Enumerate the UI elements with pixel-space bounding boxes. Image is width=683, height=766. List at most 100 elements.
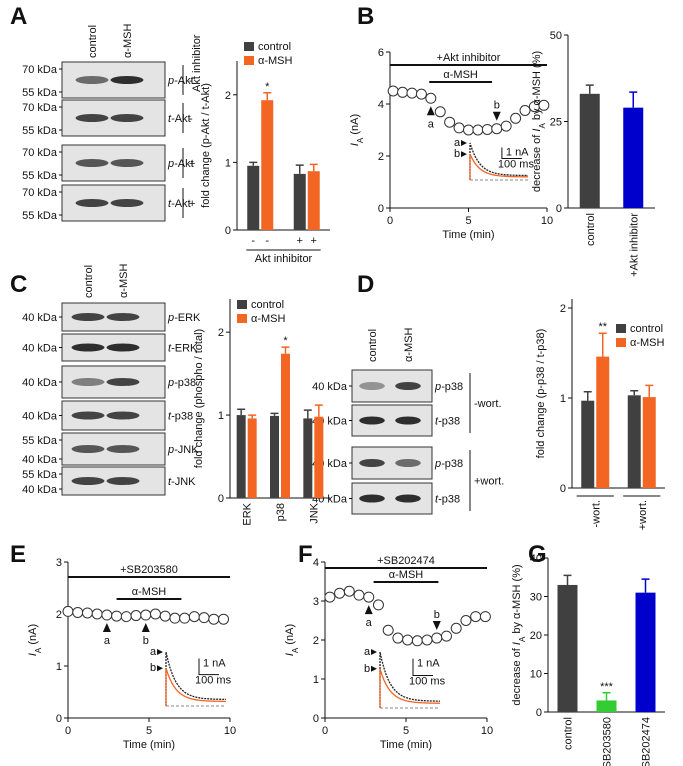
data-point bbox=[472, 124, 484, 136]
kda-label: 55 kDa bbox=[22, 87, 58, 99]
inset-label: a bbox=[364, 646, 371, 658]
x-tick-label: + bbox=[297, 235, 303, 247]
bar bbox=[642, 397, 656, 488]
band-modification: t- bbox=[435, 416, 442, 428]
data-point bbox=[421, 634, 433, 646]
error-bar bbox=[309, 163, 318, 172]
y-tick-label: 0 bbox=[225, 225, 231, 237]
inset-label: b bbox=[150, 662, 156, 674]
band-modification: p- bbox=[167, 444, 178, 456]
y-label-part: I bbox=[284, 653, 296, 656]
band-modification: t- bbox=[435, 494, 442, 506]
x-tick-label: - bbox=[265, 235, 269, 247]
y-label-part: by α-MSH (%) bbox=[531, 51, 543, 123]
error-bar bbox=[295, 164, 304, 174]
band-protein: p38 bbox=[442, 416, 460, 428]
x-tick-label: + bbox=[311, 235, 317, 247]
band-label: p-Akt bbox=[167, 75, 194, 87]
band-label: p-ERK bbox=[167, 312, 201, 324]
y-tick-label: 1 bbox=[225, 157, 231, 169]
x-tick-label: +Akt inhibitor bbox=[628, 213, 640, 277]
y-tick-label: 6 bbox=[378, 47, 384, 59]
blot-band bbox=[110, 159, 144, 167]
y-label-part: decrease of bbox=[531, 132, 543, 193]
x-axis-label: Time (min) bbox=[380, 739, 432, 751]
panel-letter: G bbox=[528, 541, 547, 568]
y-label-part: A bbox=[34, 647, 43, 653]
inset-trace bbox=[379, 651, 441, 708]
data-point bbox=[91, 608, 103, 620]
data-point bbox=[120, 611, 132, 623]
error-bar bbox=[602, 692, 611, 701]
marker-arrow bbox=[432, 621, 441, 631]
y-tick-label: 2 bbox=[378, 151, 384, 163]
legend-swatch bbox=[237, 300, 247, 309]
marker-label: b bbox=[434, 609, 440, 621]
y-label-part: A bbox=[518, 636, 527, 642]
treatment-label: +Akt inhibitor bbox=[437, 52, 501, 64]
legend-label: control bbox=[258, 41, 291, 53]
treatment-label: α-MSH bbox=[132, 586, 167, 598]
marker-label: b bbox=[494, 100, 500, 112]
kda-label: 70 kDa bbox=[22, 147, 58, 159]
y-tick-label: 3 bbox=[313, 596, 319, 608]
error-bar bbox=[314, 404, 323, 417]
x-tick-label: 0 bbox=[65, 725, 71, 737]
scale-label: 1 nA bbox=[506, 146, 529, 158]
bar bbox=[596, 356, 610, 488]
error-bar bbox=[248, 414, 257, 419]
y-tick-label: 25 bbox=[550, 117, 562, 129]
data-point bbox=[334, 587, 346, 599]
condition-sign: + bbox=[189, 198, 195, 210]
data-point bbox=[198, 612, 210, 624]
bar bbox=[270, 415, 279, 498]
kda-label: 55 kDa bbox=[22, 210, 58, 222]
kda-label: 70 kDa bbox=[22, 64, 58, 76]
data-point bbox=[111, 610, 123, 622]
band-protein: p38 bbox=[445, 458, 463, 470]
y-label-part: decrease of bbox=[511, 645, 523, 706]
y-axis-label: IA (nA) bbox=[284, 624, 300, 656]
data-point bbox=[415, 88, 427, 100]
marker-arrow bbox=[492, 111, 501, 121]
band-label: t-Akt bbox=[168, 113, 191, 125]
y-tick-label: 2 bbox=[56, 609, 62, 621]
error-bar bbox=[303, 409, 312, 419]
data-point bbox=[519, 105, 531, 116]
data-point bbox=[188, 611, 200, 623]
panel-letter: C bbox=[10, 271, 27, 298]
x-tick-label: 10 bbox=[481, 725, 493, 737]
scale-label: 1 nA bbox=[417, 658, 440, 670]
error-bar bbox=[598, 332, 607, 357]
y-tick-label: 20 bbox=[530, 630, 542, 642]
kda-label: 70 kDa bbox=[22, 187, 58, 199]
treatment-label: +SB202474 bbox=[377, 555, 435, 567]
y-label-part: (nA) bbox=[27, 624, 39, 648]
band-protein: p38 bbox=[175, 411, 193, 423]
significance-label: *** bbox=[600, 681, 614, 693]
x-tick-label: -wort. bbox=[590, 500, 602, 528]
y-label-part: I bbox=[349, 143, 361, 146]
y-tick-label: 0 bbox=[560, 483, 566, 495]
data-point bbox=[218, 613, 230, 625]
scale-bar bbox=[412, 658, 433, 677]
band-modification: t- bbox=[168, 411, 175, 423]
band-label: p-p38 bbox=[434, 458, 463, 470]
blot-band bbox=[71, 313, 105, 321]
band-modification: p- bbox=[167, 312, 178, 324]
error-bar bbox=[270, 412, 279, 416]
marker-label: a bbox=[104, 635, 111, 647]
y-axis-label: IA (nA) bbox=[349, 114, 365, 146]
bar bbox=[314, 416, 324, 498]
y-label-part: (nA) bbox=[284, 624, 296, 648]
data-point bbox=[397, 86, 409, 98]
data-point bbox=[101, 609, 113, 621]
y-tick-label: 1 bbox=[56, 661, 62, 673]
band-label: t-p38 bbox=[168, 411, 193, 423]
panel-letter: B bbox=[357, 3, 374, 30]
x-tick-label: SB202474 bbox=[641, 717, 653, 766]
y-axis-label: IA (nA) bbox=[27, 624, 43, 656]
data-point bbox=[62, 605, 74, 617]
data-point bbox=[510, 112, 522, 124]
bar bbox=[627, 395, 641, 488]
